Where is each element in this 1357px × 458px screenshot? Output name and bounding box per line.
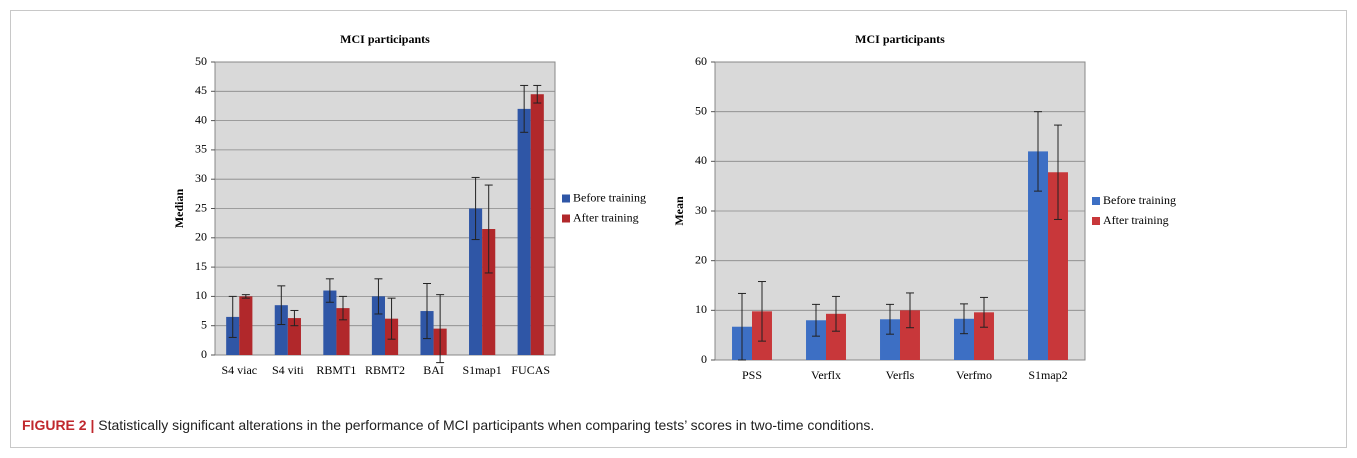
y-tick-label: 20 (195, 230, 207, 244)
bar (517, 108, 531, 355)
bar (880, 319, 900, 360)
bar (274, 305, 288, 355)
y-tick-label: 5 (201, 317, 207, 331)
x-tick-label: Verfls (886, 368, 915, 382)
chart-title: MCI participants (855, 32, 945, 46)
bar (974, 312, 994, 360)
y-tick-label: 20 (695, 252, 707, 266)
bar (806, 320, 826, 360)
legend-swatch (562, 214, 570, 223)
x-tick-label: BAI (423, 363, 444, 377)
y-axis-label: Median (172, 189, 186, 229)
bar (469, 208, 483, 355)
bar (323, 290, 337, 355)
y-tick-label: 15 (195, 259, 207, 273)
legend-swatch (562, 194, 570, 203)
y-tick-label: 40 (195, 112, 207, 126)
y-axis-label: Mean (672, 196, 686, 226)
legend-label: After training (1103, 213, 1169, 227)
x-tick-label: S1map2 (1028, 368, 1067, 382)
bar (900, 310, 920, 360)
y-tick-label: 0 (201, 347, 207, 361)
legend-label: After training (573, 210, 639, 224)
y-tick-label: 10 (695, 302, 707, 316)
legend-label: Before training (1103, 193, 1176, 207)
y-tick-label: 25 (195, 200, 207, 214)
bar (371, 296, 385, 355)
y-tick-label: 40 (695, 153, 707, 167)
figure-frame (10, 10, 1347, 448)
caption: FIGURE 2 | Statistically significant alt… (22, 417, 874, 433)
bar (1048, 172, 1068, 360)
y-tick-label: 30 (695, 203, 707, 217)
bar (826, 313, 846, 360)
bar (530, 94, 544, 355)
x-tick-label: Verflx (811, 368, 841, 382)
x-tick-label: Verfmo (956, 368, 992, 382)
x-tick-label: RBMT1 (316, 363, 356, 377)
y-tick-label: 30 (195, 171, 207, 185)
y-tick-label: 60 (695, 54, 707, 68)
y-tick-label: 10 (195, 288, 207, 302)
charts: MCI participants Median 0 5 10 15 20 25 30 35 40 45… (172, 32, 1176, 382)
x-tick-label: S1map1 (462, 363, 501, 377)
bar (482, 229, 496, 355)
bar (1028, 151, 1048, 360)
y-tick-label: 45 (195, 83, 207, 97)
bar (287, 318, 301, 355)
x-tick-label: FUCAS (511, 363, 550, 377)
x-tick-label: PSS (742, 368, 762, 382)
x-tick-label: S4 viti (272, 363, 304, 377)
y-tick-label: 0 (701, 352, 707, 366)
x-tick-label: S4 viac (221, 363, 257, 377)
y-tick-label: 50 (195, 54, 207, 68)
chart-title: MCI participants (340, 32, 430, 46)
caption-text: Statistically significant alterations in… (98, 417, 875, 433)
bar (954, 318, 974, 360)
legend-swatch (1092, 197, 1100, 205)
bar (239, 296, 253, 355)
y-tick-label: 50 (695, 103, 707, 117)
x-tick-label: RBMT2 (365, 363, 405, 377)
y-tick-label: 35 (195, 142, 207, 156)
caption-label: FIGURE 2 | (22, 417, 95, 433)
legend-swatch (1092, 217, 1100, 225)
legend-label: Before training (573, 190, 646, 204)
